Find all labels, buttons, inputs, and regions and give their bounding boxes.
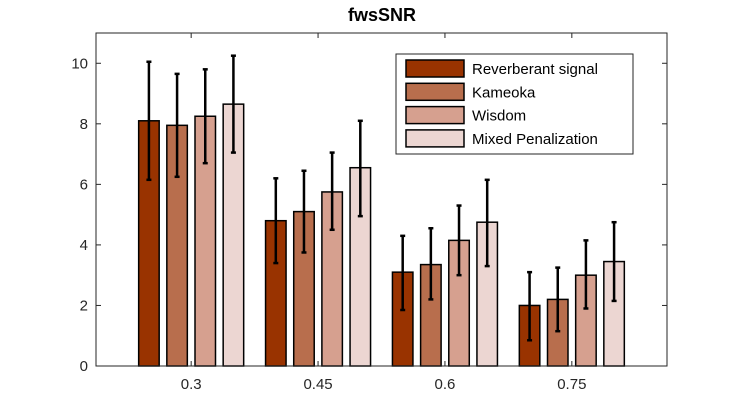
x-tick-label: 0.3 (181, 376, 202, 393)
y-tick-label: 8 (80, 116, 88, 133)
chart-title: fwsSNR (348, 5, 416, 25)
legend: Reverberant signal Kameoka Wisdom Mixed Pen… (395, 53, 634, 155)
y-tick-label: 0 (80, 358, 88, 375)
y-tick-label: 4 (80, 237, 88, 254)
legend-swatch (405, 129, 465, 148)
legend-swatch (405, 59, 465, 78)
legend-label: Reverberant signal (472, 61, 598, 78)
axes-layer: 0 2 4 6 8 10 0.3 0.45 0.6 0.75 (71, 33, 667, 393)
bars-layer (137, 54, 626, 367)
legend-label: Kameoka (472, 84, 536, 101)
x-tick-label: 0.75 (557, 376, 586, 393)
legend-label: Wisdom (472, 108, 526, 125)
legend-swatch (405, 82, 465, 102)
x-tick-label: 0.6 (435, 376, 456, 393)
y-tick-label: 2 (80, 297, 88, 314)
x-tick-label: 0.45 (303, 376, 332, 393)
legend-label: Mixed Penalization (472, 131, 598, 148)
legend-swatch (405, 105, 465, 125)
y-tick-label: 10 (71, 55, 88, 72)
plot-frame (95, 32, 668, 367)
legend-items: Reverberant signal Kameoka Wisdom Mixed Pen… (405, 59, 598, 148)
y-tick-label: 6 (80, 176, 88, 193)
